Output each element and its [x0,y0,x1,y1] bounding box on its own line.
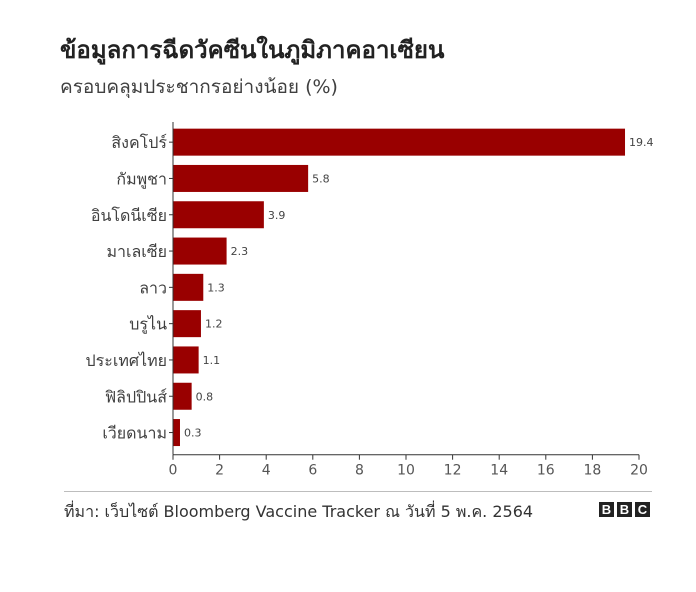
source-note: ที่มา: เว็บไซต์ Bloomberg Vaccine Tracke… [64,502,534,521]
x-tick-label: 20 [630,463,648,479]
value-label: 2.3 [231,245,249,258]
value-label: 5.8 [312,172,330,185]
bbc-logo: B B C [599,502,650,517]
x-tick-label: 14 [490,463,508,479]
category-label: บรูไน [129,315,167,335]
category-label: สิงคโปร์ [111,133,167,152]
category-label: ประเทศไทย [86,351,167,370]
x-tick-label: 4 [262,463,271,479]
bbc-logo-letter: B [599,502,614,517]
bar [173,310,201,338]
x-tick-label: 2 [215,463,224,479]
value-label: 0.3 [184,427,202,440]
bar [173,164,309,192]
value-label: 1.2 [205,318,223,331]
category-label: มาเลเซีย [106,242,167,261]
bar [173,273,204,301]
x-tick-label: 6 [308,463,317,479]
category-label: ลาว [139,278,167,297]
x-tick-label: 12 [444,463,462,479]
bar [173,128,626,156]
bbc-logo-letter: C [635,502,650,517]
value-label: 1.3 [207,281,225,294]
footer-divider [64,491,652,492]
bar [173,201,264,229]
value-label: 3.9 [268,209,286,222]
category-label: อินโดนีเซีย [91,206,167,225]
x-tick-label: 16 [537,463,555,479]
x-tick-label: 10 [397,463,415,479]
bar [173,419,180,447]
bar [173,382,192,410]
bar [173,346,199,374]
bbc-logo-letter: B [617,502,632,517]
x-tick-label: 0 [169,463,178,479]
x-tick-label: 18 [583,463,601,479]
value-label: 1.1 [203,354,221,367]
x-tick-label: 8 [355,463,364,479]
chart-subtitle: ครอบคลุมประชากรอย่างน้อย (%) [60,76,338,98]
bar [173,237,227,265]
category-label: ฟิลิปปินส์ [105,387,167,406]
value-label: 19.4 [629,136,654,149]
bar-chart: สิงคโปร์ 19.4 กัมพูชา 5.8 อินโดนีเซีย 3.9 มาเล… [86,122,654,479]
value-label: 0.8 [196,390,214,403]
category-label: เวียดนาม [102,424,167,443]
category-label: กัมพูชา [116,169,167,189]
chart-title: ข้อมูลการฉีดวัคซีนในภูมิภาคอาเซียน [60,36,445,64]
